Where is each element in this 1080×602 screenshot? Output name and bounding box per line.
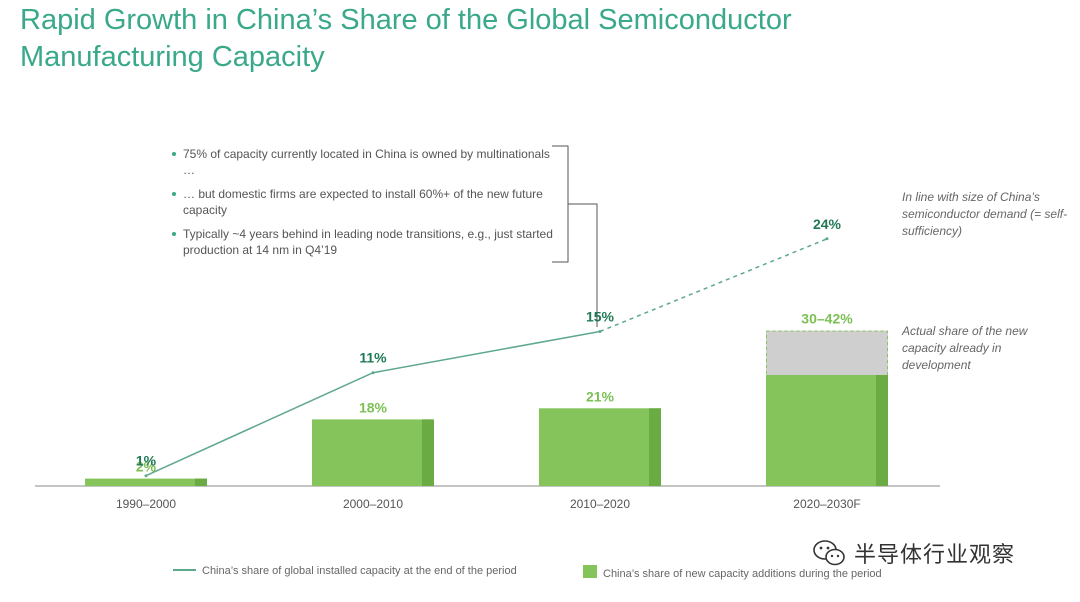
callout-bullet-list: 75% of capacity currently located in Chi… — [170, 146, 560, 266]
line-point — [825, 237, 829, 241]
legend-label-bar: China’s share of new capacity additions … — [603, 568, 882, 580]
callout-bullet: Typically ~4 years behind in leading nod… — [170, 226, 560, 258]
bar-value-label: 2% — [136, 459, 157, 475]
chart-title-line-2: Manufacturing Capacity — [20, 41, 325, 73]
line-value-label: 1% — [136, 453, 157, 469]
bar-side-shade — [876, 375, 888, 486]
bar-range-extension — [766, 330, 888, 375]
legend: China’s share of global installed capaci… — [173, 565, 882, 580]
chart-title-line-1: Rapid Growth in China’s Share of the Glo… — [20, 4, 792, 36]
bar-side-shade — [649, 408, 661, 486]
x-tick-label: 2020–2030F — [793, 497, 860, 511]
wechat-icon — [813, 540, 845, 566]
legend-bar-swatch — [583, 565, 597, 578]
line-value-label: 11% — [359, 350, 387, 366]
bar — [312, 419, 434, 486]
bar — [766, 375, 888, 486]
line-series-projected — [599, 238, 828, 333]
x-tick-label: 2010–2020 — [570, 497, 630, 511]
line-value-label: 24% — [813, 216, 842, 232]
callout-bullet: … but domestic firms are expected to ins… — [170, 186, 560, 218]
watermark-text: 半导体行业观察 — [854, 542, 1016, 567]
line-point — [371, 371, 375, 375]
callout-bracket — [552, 145, 598, 327]
bar-side-shade — [422, 419, 434, 486]
watermark: 半导体行业观察 — [812, 536, 1015, 570]
chart-title: Rapid Growth in China’s Share of the Glo… — [20, 2, 920, 76]
legend-label-line: China’s share of global installed capaci… — [202, 565, 517, 577]
side-note-capacity-in-development: Actual share of the new capacity already… — [902, 324, 1028, 372]
side-note-self-sufficiency: In line with size of China’s semiconduct… — [902, 190, 1068, 238]
x-tick-label: 1990–2000 — [116, 497, 176, 511]
bar-value-label: 21% — [586, 388, 615, 404]
bar-value-label: 30–42% — [801, 311, 853, 327]
bar-value-label: 18% — [359, 399, 388, 415]
bar-range-outline — [766, 330, 888, 377]
bar — [539, 408, 661, 486]
line-value-label: 15% — [586, 309, 615, 325]
line-point — [144, 474, 148, 478]
callout-bullet: 75% of capacity currently located in Chi… — [170, 146, 560, 178]
line-point — [598, 330, 602, 333]
x-tick-label: 2000–2010 — [343, 497, 403, 511]
bar — [85, 478, 207, 486]
bar-side-shade — [195, 478, 207, 486]
